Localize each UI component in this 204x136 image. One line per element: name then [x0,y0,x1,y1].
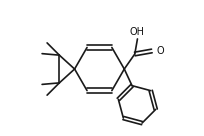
Text: OH: OH [129,27,144,37]
Text: O: O [156,46,163,56]
